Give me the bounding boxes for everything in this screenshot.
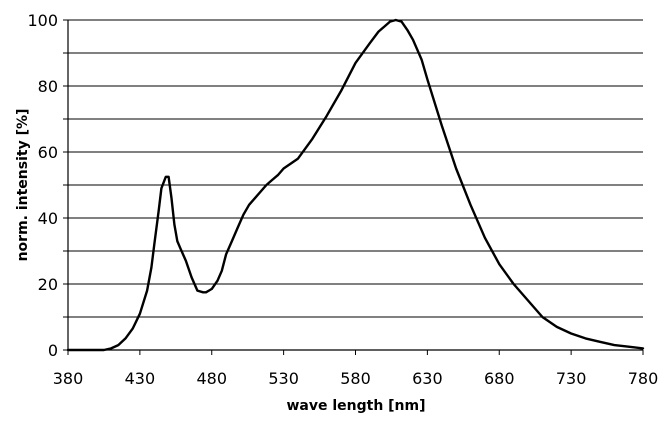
- y-tick-label: 60: [38, 143, 58, 162]
- y-tick-label: 100: [27, 11, 58, 30]
- x-tick-label: 430: [125, 369, 156, 388]
- x-axis-title: wave length [nm]: [286, 398, 425, 414]
- grid: [68, 19, 643, 318]
- y-axis-title: norm. intensity [%]: [15, 109, 31, 262]
- plot-area: [66, 18, 645, 352]
- x-tick-label: 780: [628, 369, 659, 388]
- x-tick-label: 530: [268, 369, 299, 388]
- x-tick-label: 380: [53, 369, 84, 388]
- series-line: [66, 18, 645, 352]
- y-tick-label: 80: [38, 77, 58, 96]
- tick-labels: 0 20 40 60 80 100 380 430 480 530 580 630 680 730 780: [27, 11, 658, 388]
- x-tick-label: 730: [556, 369, 587, 388]
- y-tick-label: 20: [38, 275, 58, 294]
- y-tick-label: 40: [38, 209, 58, 228]
- x-tick-label: 630: [412, 369, 443, 388]
- axes: [63, 19, 644, 355]
- x-tick-label: 680: [484, 369, 515, 388]
- x-tick-label: 580: [340, 369, 371, 388]
- x-tick-label: 480: [196, 369, 227, 388]
- y-tick-label: 0: [48, 341, 58, 360]
